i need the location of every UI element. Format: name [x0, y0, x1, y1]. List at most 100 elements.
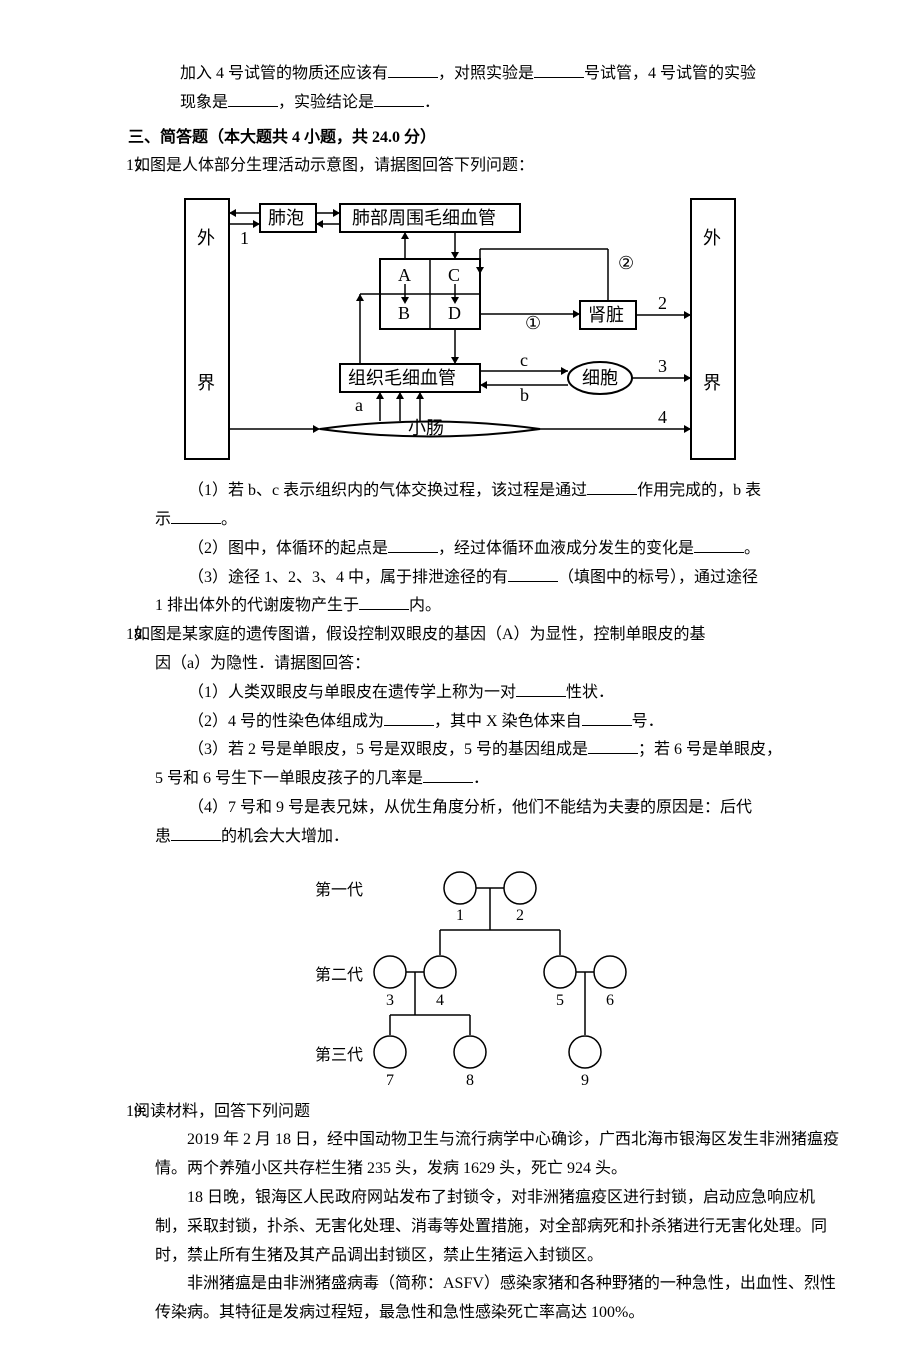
label: 3	[386, 992, 394, 1009]
label: 1	[456, 907, 464, 924]
q17-p3-l1: （3）途径 1、2、3、4 中，属于排泄途径的有 （填图中的标号），通过途径	[80, 564, 840, 593]
text: （3）途径 1、2、3、4 中，属于排泄途径的有	[188, 569, 508, 586]
q18-stem2: 因（a）为隐性．请据图回答：	[80, 650, 840, 679]
label: 界	[703, 373, 721, 393]
label: 第二代	[315, 966, 363, 984]
text: （1）人类双眼皮与单眼皮在遗传学上称为一对	[188, 684, 516, 701]
blank	[587, 479, 637, 495]
text: 现象是	[180, 94, 228, 111]
blank	[694, 537, 744, 553]
blank	[171, 825, 221, 841]
section-3-title: 三、简答题（本大题共 4 小题，共 24.0 分）	[80, 124, 840, 153]
label: 5	[556, 992, 564, 1009]
q18-p1: （1）人类双眼皮与单眼皮在遗传学上称为一对 性状．	[80, 679, 840, 708]
q17-p1-l1: （1）若 b、c 表示组织内的气体交换过程，该过程是通过作用完成的，b 表	[80, 477, 840, 506]
q17-p2: （2）图中，体循环的起点是 ，经过体循环血液成分发生的变化是 。	[80, 535, 840, 564]
label: b	[520, 385, 529, 405]
label: 2	[516, 907, 524, 924]
text: 号．	[632, 713, 664, 730]
q17-p1-l2: 示。	[80, 506, 840, 535]
label: 第一代	[315, 881, 363, 899]
blank	[171, 508, 221, 524]
blank	[534, 62, 584, 78]
q17-stem: 如图是人体部分生理活动示意图，请据图回答下列问题：	[134, 152, 840, 181]
label: 2	[658, 293, 667, 313]
text: 1 排出体外的代谢废物产生于	[155, 597, 359, 614]
text: （2）图中，体循环的起点是	[188, 540, 388, 557]
q19-para1: 2019 年 2 月 18 日，经中国动物卫生与流行病学中心确诊，广西北海市银海…	[80, 1126, 840, 1184]
text: （2）4 号的性染色体组成为	[188, 713, 384, 730]
q18: 18. 如图是某家庭的遗传图谱，假设控制双眼皮的基因（A）为显性，控制单眼皮的基	[80, 621, 840, 650]
text: （4）7 号和 9 号是表兄妹，从优生角度分析，他们不能结为夫妻的原因是：后代	[188, 799, 752, 816]
label: C	[448, 265, 460, 285]
label: 界	[197, 373, 215, 393]
text: 内。	[409, 597, 441, 614]
label: 小肠	[408, 418, 444, 438]
text: 。	[221, 511, 237, 528]
label: 细胞	[582, 368, 618, 388]
q17-p3-l2: 1 排出体外的代谢废物产生于 内。	[80, 592, 840, 621]
blank	[582, 710, 632, 726]
label: 肺泡	[268, 208, 304, 228]
q19-stem: 阅读材料，回答下列问题	[134, 1098, 840, 1127]
text: ．	[473, 770, 489, 787]
label: 肾脏	[588, 305, 624, 325]
text: 。	[744, 540, 760, 557]
blank	[588, 738, 638, 754]
blank	[388, 537, 438, 553]
text: ，对照实验是	[438, 65, 534, 82]
blank	[374, 91, 424, 107]
label: 第三代	[315, 1046, 363, 1064]
q18-pedigree: 第一代 第二代 第三代 1 2 3 4 5 6	[80, 860, 840, 1090]
text: 加入 4 号试管的物质还应该有	[180, 65, 388, 82]
text: 作用完成的，b 表	[637, 482, 761, 499]
q16-tail-line2: 现象是 ，实验结论是 ．	[80, 89, 840, 118]
q19-para2: 18 日晚，银海区人民政府网站发布了封锁令，对非洲猪瘟疫区进行封锁，启动应急响应…	[80, 1184, 840, 1270]
text: 患	[155, 828, 171, 845]
text: ，经过体循环血液成分发生的变化是	[438, 540, 694, 557]
q19: 19. 阅读材料，回答下列问题	[80, 1098, 840, 1127]
blank	[228, 91, 278, 107]
label: 8	[466, 1072, 474, 1089]
q17-num: 17.	[80, 152, 126, 181]
q17-diagram: 外 界 外 界 肺泡 肺部周围毛细血管 A C B D	[80, 189, 840, 469]
label: B	[398, 303, 410, 323]
q18-p3-l1: （3）若 2 号是单眼皮，5 号是双眼皮，5 号的基因组成是 ；若 6 号是单眼皮…	[80, 736, 840, 765]
label: 4	[658, 407, 667, 427]
label: 外	[197, 228, 215, 248]
text: ．	[424, 94, 440, 111]
label: 1	[240, 228, 249, 248]
label: D	[448, 303, 461, 323]
text: 性状．	[566, 684, 614, 701]
text: 的机会大大增加．	[221, 828, 349, 845]
label: 肺部周围毛细血管	[352, 208, 496, 228]
text: （填图中的标号），通过途径	[558, 569, 758, 586]
text: ，实验结论是	[278, 94, 374, 111]
text: ；若 6 号是单眼皮，	[638, 741, 782, 758]
blank	[516, 681, 566, 697]
text: ，其中 X 染色体来自	[434, 713, 582, 730]
blank	[384, 710, 434, 726]
q17: 17. 如图是人体部分生理活动示意图，请据图回答下列问题：	[80, 152, 840, 181]
q16-tail-line1: 加入 4 号试管的物质还应该有，对照实验是号试管，4 号试管的实验	[80, 60, 840, 89]
label: 6	[606, 992, 614, 1009]
q18-num: 18.	[80, 621, 126, 650]
blank	[423, 767, 473, 783]
blank	[359, 594, 409, 610]
text: （3）若 2 号是单眼皮，5 号是双眼皮，5 号的基因组成是	[188, 741, 588, 758]
label: ②	[618, 253, 634, 273]
q18-p4-l1: （4）7 号和 9 号是表兄妹，从优生角度分析，他们不能结为夫妻的原因是：后代	[80, 794, 840, 823]
blank	[508, 566, 558, 582]
label: ①	[525, 313, 541, 333]
text: 示	[155, 511, 171, 528]
label: 3	[658, 356, 667, 376]
label: 4	[436, 992, 444, 1009]
text: 5 号和 6 号生下一单眼皮孩子的几率是	[155, 770, 423, 787]
q18-p3-l2: 5 号和 6 号生下一单眼皮孩子的几率是 ．	[80, 765, 840, 794]
label: A	[398, 265, 411, 285]
q19-num: 19.	[80, 1098, 126, 1127]
label: 7	[386, 1072, 394, 1089]
label: a	[355, 395, 363, 415]
label: 组织毛细血管	[348, 368, 456, 388]
label: 9	[581, 1072, 589, 1089]
